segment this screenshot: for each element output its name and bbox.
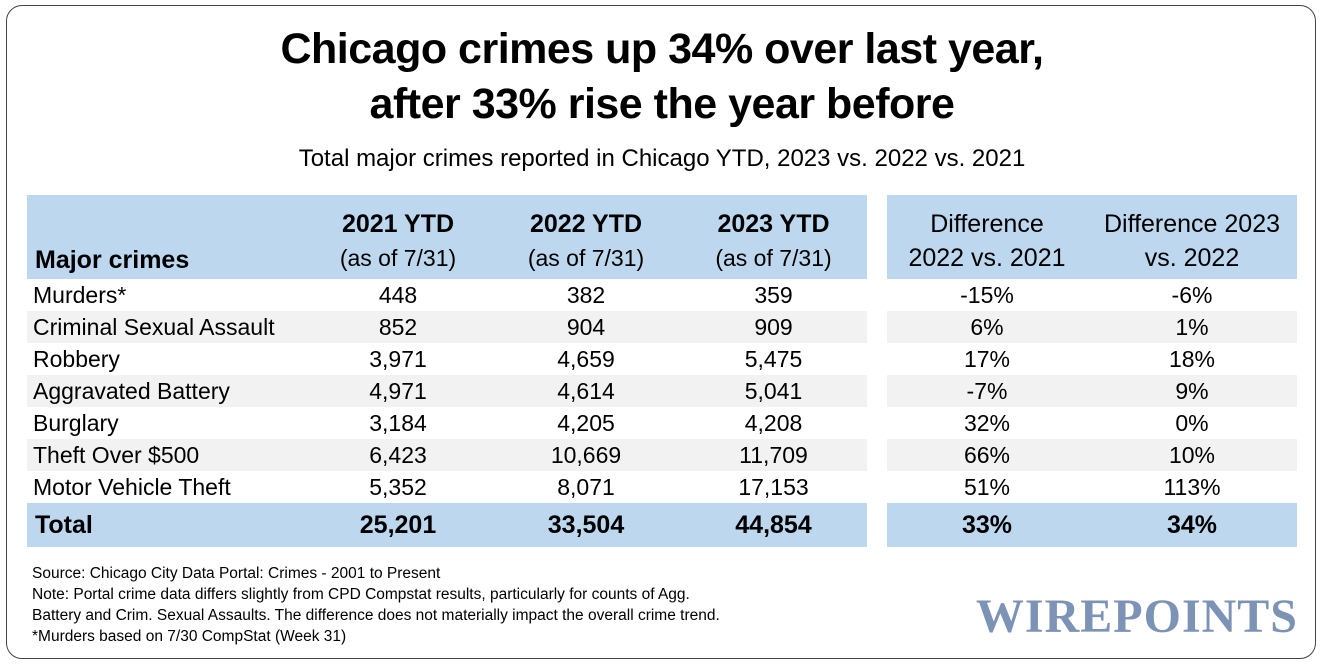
table-row: Theft Over $500 6,423 10,669 11,709 — [27, 439, 867, 471]
value-2021-cell: 4,971 — [304, 375, 492, 407]
table-row: Criminal Sexual Assault 852 904 909 — [27, 311, 867, 343]
crime-difference-body: -15% -6% 6% 1% 17% 18% -7% 9% 32% 0% 66% 10% 51% 113% — [887, 279, 1297, 503]
crime-counts-table: Major crimes 2021 YTD (as of 7/31) 2022 … — [27, 195, 867, 547]
table-row: Murders* 448 382 359 — [27, 279, 867, 311]
value-2023-cell: 909 — [680, 311, 867, 343]
table-row: -15% -6% — [887, 279, 1297, 311]
total-2023: 44,854 — [680, 503, 867, 547]
total-label: Total — [27, 503, 304, 547]
value-2022-cell: 904 — [492, 311, 680, 343]
header-diff1-line1: Difference — [930, 210, 1044, 238]
diff-2023-2022-cell: -6% — [1171, 282, 1213, 308]
crime-name-cell: Theft Over $500 — [27, 439, 304, 471]
header-diff-2023-2022: Difference 2023 vs. 2022 — [1087, 195, 1297, 279]
header-2023-year: 2023 YTD — [717, 210, 830, 238]
crime-name-cell: Aggravated Battery — [27, 375, 304, 407]
diff-2023-2022-cell: 113% — [1163, 474, 1221, 500]
murders-note: *Murders based on 7/30 CompStat (Week 31… — [32, 628, 347, 645]
value-2023-cell: 359 — [754, 282, 793, 308]
diff-2023-2022-cell: 18% — [1168, 346, 1216, 372]
table-row: 6% 1% — [887, 311, 1297, 343]
chart-title-line1: Chicago crimes up 34% over last year, — [280, 25, 1044, 73]
total-2022: 33,504 — [492, 503, 680, 547]
header-2023-asof: (as of 7/31) — [715, 245, 832, 271]
value-2021-cell: 3,184 — [369, 410, 427, 436]
crime-name-cell: Motor Vehicle Theft — [33, 474, 231, 500]
header-2021-year: 2021 YTD — [341, 210, 455, 238]
header-diff2-line2: vs. 2022 — [1144, 244, 1240, 272]
chart-subtitle: Total major crimes reported in Chicago Y… — [298, 145, 1026, 172]
table-row: 66% 10% — [887, 439, 1297, 471]
table-row: -7% 9% — [887, 375, 1297, 407]
header-2022-ytd: 2022 YTD (as of 7/31) — [492, 195, 680, 279]
value-2021-cell: 5,352 — [369, 474, 427, 500]
diff-2023-2022-cell: 1% — [1087, 311, 1297, 343]
table-row: Motor Vehicle Theft 5,352 8,071 17,153 — [27, 471, 867, 503]
table-row: Robbery 3,971 4,659 5,475 — [27, 343, 867, 375]
value-2022-cell: 4,205 — [557, 410, 615, 436]
value-2023-cell: 17,153 — [738, 474, 809, 500]
value-2023-cell: 4,208 — [744, 410, 803, 436]
crime-counts-body: Murders* 448 382 359 Criminal Sexual Assault… — [27, 279, 867, 503]
value-2022-cell: 8,071 — [557, 474, 615, 500]
value-2023-cell: 5,475 — [744, 346, 803, 372]
value-2023-cell: 5,041 — [680, 375, 867, 407]
header-2021-asof: (as of 7/31) — [339, 245, 457, 271]
value-2022-cell: 10,669 — [492, 439, 680, 471]
data-note-line1: Note: Portal crime data differs slightly… — [32, 586, 690, 603]
total-2021: 25,201 — [304, 503, 492, 547]
footnotes: Source: Chicago City Data Portal: Crimes… — [32, 563, 720, 647]
diff-2022-2021-cell: 17% — [963, 346, 1011, 372]
header-diff-2022-2021: Difference 2022 vs. 2021 — [887, 195, 1087, 279]
value-2021-cell: 6,423 — [304, 439, 492, 471]
diff-2022-2021-cell: 6% — [887, 311, 1087, 343]
diff-2022-2021-cell: 66% — [887, 439, 1087, 471]
header-major-crimes: Major crimes — [27, 195, 304, 279]
diff-2023-2022-cell: 0% — [1175, 410, 1209, 436]
diff-2022-2021-cell: -15% — [960, 282, 1014, 308]
wirepoints-logo: WIREPOINTS — [975, 590, 1298, 643]
chart-title-line2: after 33% rise the year before — [369, 80, 955, 128]
value-2023-cell: 11,709 — [680, 439, 867, 471]
value-2022-cell: 4,614 — [492, 375, 680, 407]
table-row: 51% 113% — [887, 471, 1297, 503]
data-note-line2: Battery and Crim. Sexual Assaults. The d… — [32, 607, 720, 624]
value-2021-cell: 3,971 — [369, 346, 427, 372]
header-2023-ytd: 2023 YTD (as of 7/31) — [680, 195, 867, 279]
header-2022-year: 2022 YTD — [529, 210, 643, 238]
total-diff-2023-2022: 34% — [1087, 503, 1297, 547]
total-diff-2022-2021: 33% — [887, 503, 1087, 547]
value-2021-cell: 448 — [378, 282, 418, 308]
diff-2022-2021-cell: 51% — [963, 474, 1011, 500]
header-2021-ytd: 2021 YTD (as of 7/31) — [304, 195, 492, 279]
table-row: 32% 0% — [887, 407, 1297, 439]
crime-name-cell: Criminal Sexual Assault — [27, 311, 304, 343]
table-row: Aggravated Battery 4,971 4,614 5,041 — [27, 375, 867, 407]
header-diff1-line2: 2022 vs. 2021 — [908, 244, 1066, 272]
crime-difference-table: Difference 2022 vs. 2021 Difference 2023… — [887, 195, 1297, 547]
source-note: Source: Chicago City Data Portal: Crimes… — [32, 565, 441, 582]
table-row: 17% 18% — [887, 343, 1297, 375]
value-2021-cell: 852 — [304, 311, 492, 343]
diff-2023-2022-cell: 10% — [1087, 439, 1297, 471]
header-diff2-line1: Difference 2023 — [1103, 210, 1281, 238]
crime-name-cell: Burglary — [33, 410, 119, 436]
crime-name-cell: Murders* — [33, 282, 127, 308]
header-2022-asof: (as of 7/31) — [527, 245, 645, 271]
crime-name-cell: Robbery — [33, 346, 120, 372]
diff-2022-2021-cell: -7% — [887, 375, 1087, 407]
diff-2023-2022-cell: 9% — [1087, 375, 1297, 407]
value-2022-cell: 382 — [566, 282, 606, 308]
value-2022-cell: 4,659 — [557, 346, 615, 372]
table-row: Burglary 3,184 4,205 4,208 — [27, 407, 867, 439]
diff-2022-2021-cell: 32% — [963, 410, 1011, 436]
